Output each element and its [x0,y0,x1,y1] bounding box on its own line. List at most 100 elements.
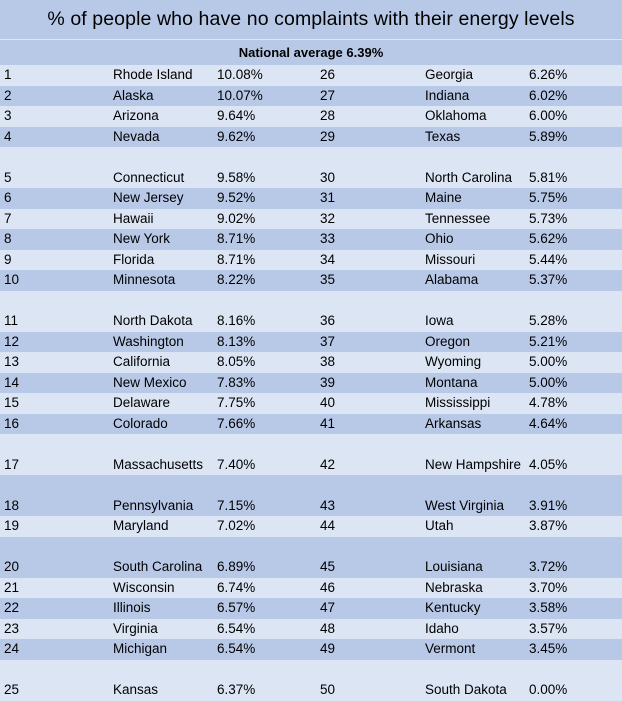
rank-right: 49 [320,641,336,656]
state-right: Oregon [425,333,471,349]
percent-right: 3.58% [529,600,568,615]
table-row: 11 North Dakota 8.16% 36 Iowa 5.28% [0,290,622,332]
percent-right: 4.78% [529,395,568,410]
state-left: Massachusetts [113,456,204,472]
table-row: 19 Maryland 7.02% 44 Utah 3.87% [0,516,622,537]
state-right: West Virginia [425,497,505,513]
percent-left: 7.40% [217,456,256,472]
state-left: Illinois [113,600,151,615]
rank-right: 42 [320,456,336,472]
state-right: Idaho [425,620,459,636]
state-right: Tennessee [425,210,491,226]
state-left: Wisconsin [113,579,175,595]
state-right: Wyoming [425,354,482,369]
percent-right: 5.28% [529,313,568,328]
rank-left: 18 [4,497,20,513]
rank-right: 39 [320,374,336,390]
state-right: Georgia [425,67,474,82]
rank-right: 47 [320,600,336,615]
rank-right: 35 [320,272,336,287]
state-left: Michigan [113,641,168,656]
rank-left: 17 [4,456,20,472]
percent-right: 0.00% [529,682,568,697]
table-row: 13 California 8.05% 38 Wyoming 5.00% [0,352,622,373]
state-left: Alaska [113,87,154,103]
percent-left: 8.71% [217,231,256,246]
percent-left: 8.13% [217,333,256,349]
rank-left: 3 [4,108,12,123]
state-left: Nevada [113,128,160,144]
rank-right: 36 [320,313,336,328]
percent-right: 5.75% [529,190,568,205]
percent-right: 6.02% [529,87,568,103]
state-left: Kansas [113,682,159,697]
state-left: Arizona [113,108,159,123]
percent-left: 7.75% [217,395,256,410]
state-left: Hawaii [113,210,154,226]
table-row: 14 New Mexico 7.83% 39 Montana 5.00% [0,372,622,393]
state-right: Montana [425,374,478,390]
sheet-title: % of people who have no complaints with … [0,0,622,39]
percent-right: 5.73% [529,210,568,226]
state-left: Colorado [113,415,168,431]
rank-left: 9 [4,251,12,267]
state-right: Louisiana [425,559,483,574]
ranking-table-body: 1 Rhode Island 10.08% 26 Georgia 6.26% 2 Alaska… [0,65,622,701]
state-right: Oklahoma [425,108,487,123]
percent-right: 5.37% [529,272,568,287]
rank-right: 40 [320,395,336,410]
state-right: Kentucky [425,600,481,615]
table-row: 25 Kansas 6.37% 50 South Dakota 0.00% [0,659,622,701]
state-left: Washington [113,333,184,349]
rank-left: 21 [4,579,20,595]
state-left: Rhode Island [113,67,193,82]
table-row: 7 Hawaii 9.02% 32 Tennessee 5.73% [0,208,622,229]
rank-right: 30 [320,169,336,185]
percent-right: 5.21% [529,333,568,349]
table-row: 9 Florida 8.71% 34 Missouri 5.44% [0,249,622,270]
percent-left: 6.89% [217,559,256,574]
state-left: South Carolina [113,559,203,574]
percent-left: 8.22% [217,272,256,287]
percent-left: 6.57% [217,600,256,615]
rank-left: 23 [4,620,20,636]
rank-right: 43 [320,497,336,513]
rank-right: 38 [320,354,336,369]
percent-left: 8.71% [217,251,256,267]
table-row: 16 Colorado 7.66% 41 Arkansas 4.64% [0,413,622,434]
state-right: New Hampshire [425,456,522,472]
state-right: Ohio [425,231,454,246]
percent-left: 7.02% [217,518,256,533]
percent-left: 10.08% [217,67,263,82]
rank-right: 41 [320,415,336,431]
percent-right: 5.62% [529,231,568,246]
percent-right: 3.57% [529,620,568,636]
rank-left: 22 [4,600,20,615]
percent-right: 4.05% [529,456,568,472]
rank-left: 1 [4,67,12,82]
percent-left: 6.74% [217,579,256,595]
rank-left: 4 [4,128,12,144]
state-right: Iowa [425,313,454,328]
national-average: National average 6.39% [0,39,622,65]
percent-left: 6.37% [217,682,256,697]
state-left: Pennsylvania [113,497,194,513]
percent-right: 6.26% [529,67,568,82]
rank-left: 11 [4,313,19,328]
percent-right: 4.64% [529,415,568,431]
percent-left: 9.02% [217,210,256,226]
table-row: 5 Connecticut 9.58% 30 North Carolina 5.81% [0,147,622,188]
percent-left: 7.83% [217,374,256,390]
table-row: 4 Nevada 9.62% 29 Texas 5.89% [0,126,622,147]
rank-right: 50 [320,682,336,697]
rank-right: 27 [320,87,336,103]
state-right: Missouri [425,251,476,267]
percent-right: 5.89% [529,128,568,144]
rank-left: 19 [4,518,20,533]
percent-right: 3.87% [529,518,568,533]
table-row: 8 New York 8.71% 33 Ohio 5.62% [0,229,622,250]
percent-right: 3.72% [529,559,568,574]
state-left: New Mexico [113,374,187,390]
table-row: 15 Delaware 7.75% 40 Mississippi 4.78% [0,393,622,414]
percent-left: 8.05% [217,354,256,369]
